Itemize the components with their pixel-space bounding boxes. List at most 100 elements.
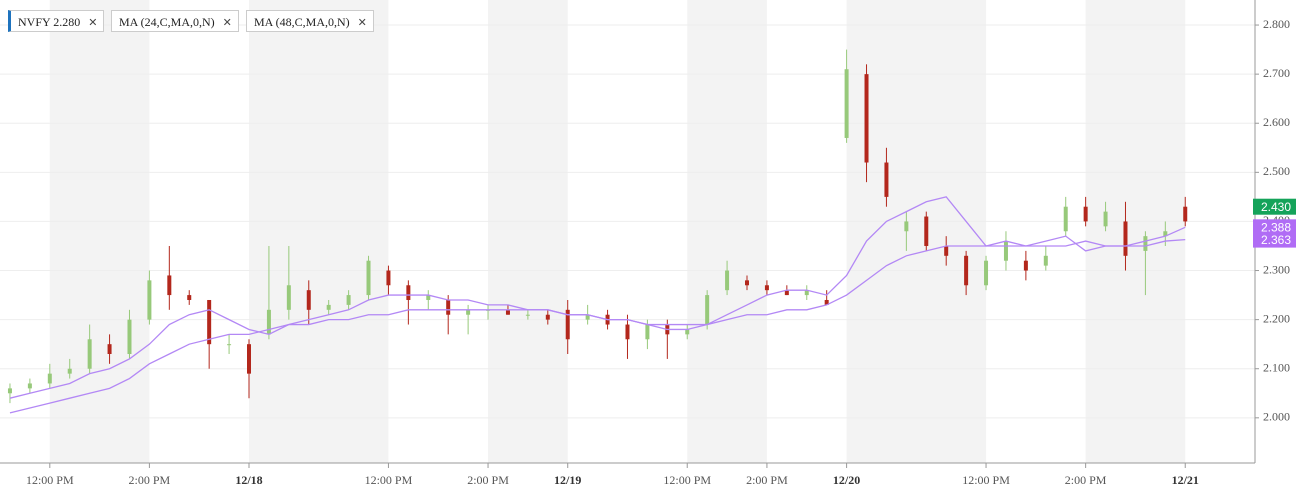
candle-body xyxy=(346,295,351,305)
y-tick-label: 2.800 xyxy=(1263,17,1290,31)
candle-body xyxy=(1103,211,1108,227)
candle-body xyxy=(725,270,730,291)
candle-body xyxy=(804,290,809,296)
candle-body xyxy=(466,309,471,315)
x-tick-label: 12/19 xyxy=(554,473,581,487)
x-tick-label: 12/18 xyxy=(235,473,262,487)
candle-body xyxy=(645,324,650,340)
session-band xyxy=(49,0,150,463)
close-icon[interactable]: ✕ xyxy=(357,16,367,29)
price-tag xyxy=(1253,198,1296,215)
candle-body xyxy=(984,260,989,286)
candle-body xyxy=(745,280,749,286)
price-tag-label: 2.388 xyxy=(1261,220,1291,234)
candle-body xyxy=(366,260,371,296)
candle-body xyxy=(306,290,311,310)
close-icon[interactable]: ✕ xyxy=(88,16,98,29)
candle-body xyxy=(824,299,829,305)
legend-item[interactable]: MA (48,C,MA,0,N) ✕ xyxy=(246,10,374,32)
x-tick-label: 12:00 PM xyxy=(365,473,413,487)
candle-body xyxy=(904,221,909,232)
candle-body xyxy=(326,304,331,310)
x-tick-label: 2:00 PM xyxy=(746,473,788,487)
legend-label: MA (24,C,MA,0,N) xyxy=(119,15,215,29)
candle-body xyxy=(1123,221,1128,256)
candle-body xyxy=(964,255,969,286)
candle-body xyxy=(864,74,869,163)
candle-body xyxy=(1083,206,1088,222)
candle-body xyxy=(87,339,92,369)
ma-line xyxy=(9,238,1186,414)
x-tick-label: 12:00 PM xyxy=(26,473,74,487)
price-tag-label: 2.363 xyxy=(1261,233,1291,247)
candle-body xyxy=(545,314,550,320)
candle-body xyxy=(944,245,949,256)
legend-item[interactable]: MA (24,C,MA,0,N) ✕ xyxy=(111,10,239,32)
x-tick-label: 2:00 PM xyxy=(1065,473,1107,487)
candle-body xyxy=(107,344,112,355)
candle-body xyxy=(386,270,391,286)
candle-body xyxy=(446,299,451,315)
candle-body xyxy=(247,344,251,374)
candle-body xyxy=(685,329,690,335)
candle-body xyxy=(525,314,530,316)
y-tick-label: 2.200 xyxy=(1263,311,1290,325)
x-tick-label: 12:00 PM xyxy=(962,473,1010,487)
candle-body xyxy=(47,373,52,384)
candle-body xyxy=(565,309,570,340)
x-tick-label: 12/20 xyxy=(833,473,860,487)
y-tick-label: 2.300 xyxy=(1263,262,1290,276)
candle-body xyxy=(1023,260,1028,271)
candle-body xyxy=(207,299,212,345)
candle-body xyxy=(844,69,849,138)
candle-body xyxy=(1163,231,1168,237)
price-tag xyxy=(1253,219,1296,236)
candle-body xyxy=(1043,255,1048,266)
candle-body xyxy=(784,290,789,296)
session-band xyxy=(249,0,389,463)
candle-body xyxy=(266,309,271,335)
session-band xyxy=(846,0,987,463)
x-tick-label: 12:00 PM xyxy=(663,473,711,487)
candle-body xyxy=(625,324,630,340)
y-tick-label: 2.000 xyxy=(1263,410,1290,424)
candle-body xyxy=(764,285,769,291)
x-tick-label: 2:00 PM xyxy=(467,473,509,487)
candle-body xyxy=(924,216,929,246)
session-band xyxy=(488,0,568,463)
candle-body xyxy=(884,162,889,197)
candle-body xyxy=(187,295,192,300)
candle-body xyxy=(505,309,510,315)
candle-body xyxy=(1143,236,1148,251)
y-tick-label: 2.600 xyxy=(1263,115,1290,129)
y-tick-label: 2.700 xyxy=(1263,66,1290,80)
candle-body xyxy=(7,388,12,394)
y-tick-label: 2.500 xyxy=(1263,164,1290,178)
session-band xyxy=(1085,0,1186,463)
candle-body xyxy=(1183,206,1188,222)
price-tag-label: 2.430 xyxy=(1261,200,1291,214)
candle-body xyxy=(147,280,152,320)
legend-item[interactable]: NVFY 2.280 ✕ xyxy=(8,10,105,32)
x-tick-label: 12/21 xyxy=(1172,473,1199,487)
candle-body xyxy=(1003,241,1008,261)
candle-body xyxy=(585,314,590,320)
candle-body xyxy=(1063,206,1068,232)
candle-body xyxy=(67,368,72,374)
candle-body xyxy=(167,275,172,296)
y-tick-label: 2.100 xyxy=(1263,360,1290,374)
candle-body xyxy=(705,295,710,325)
candle-body xyxy=(227,344,232,346)
session-band xyxy=(687,0,767,463)
price-tag xyxy=(1253,231,1296,248)
candle-body xyxy=(426,295,431,300)
candle-body xyxy=(27,383,32,389)
close-icon[interactable]: ✕ xyxy=(222,16,232,29)
candle-body xyxy=(286,285,291,310)
candle-body xyxy=(127,319,132,355)
candle-body xyxy=(406,285,411,300)
ma-line xyxy=(9,196,1186,399)
x-tick-label: 2:00 PM xyxy=(129,473,171,487)
